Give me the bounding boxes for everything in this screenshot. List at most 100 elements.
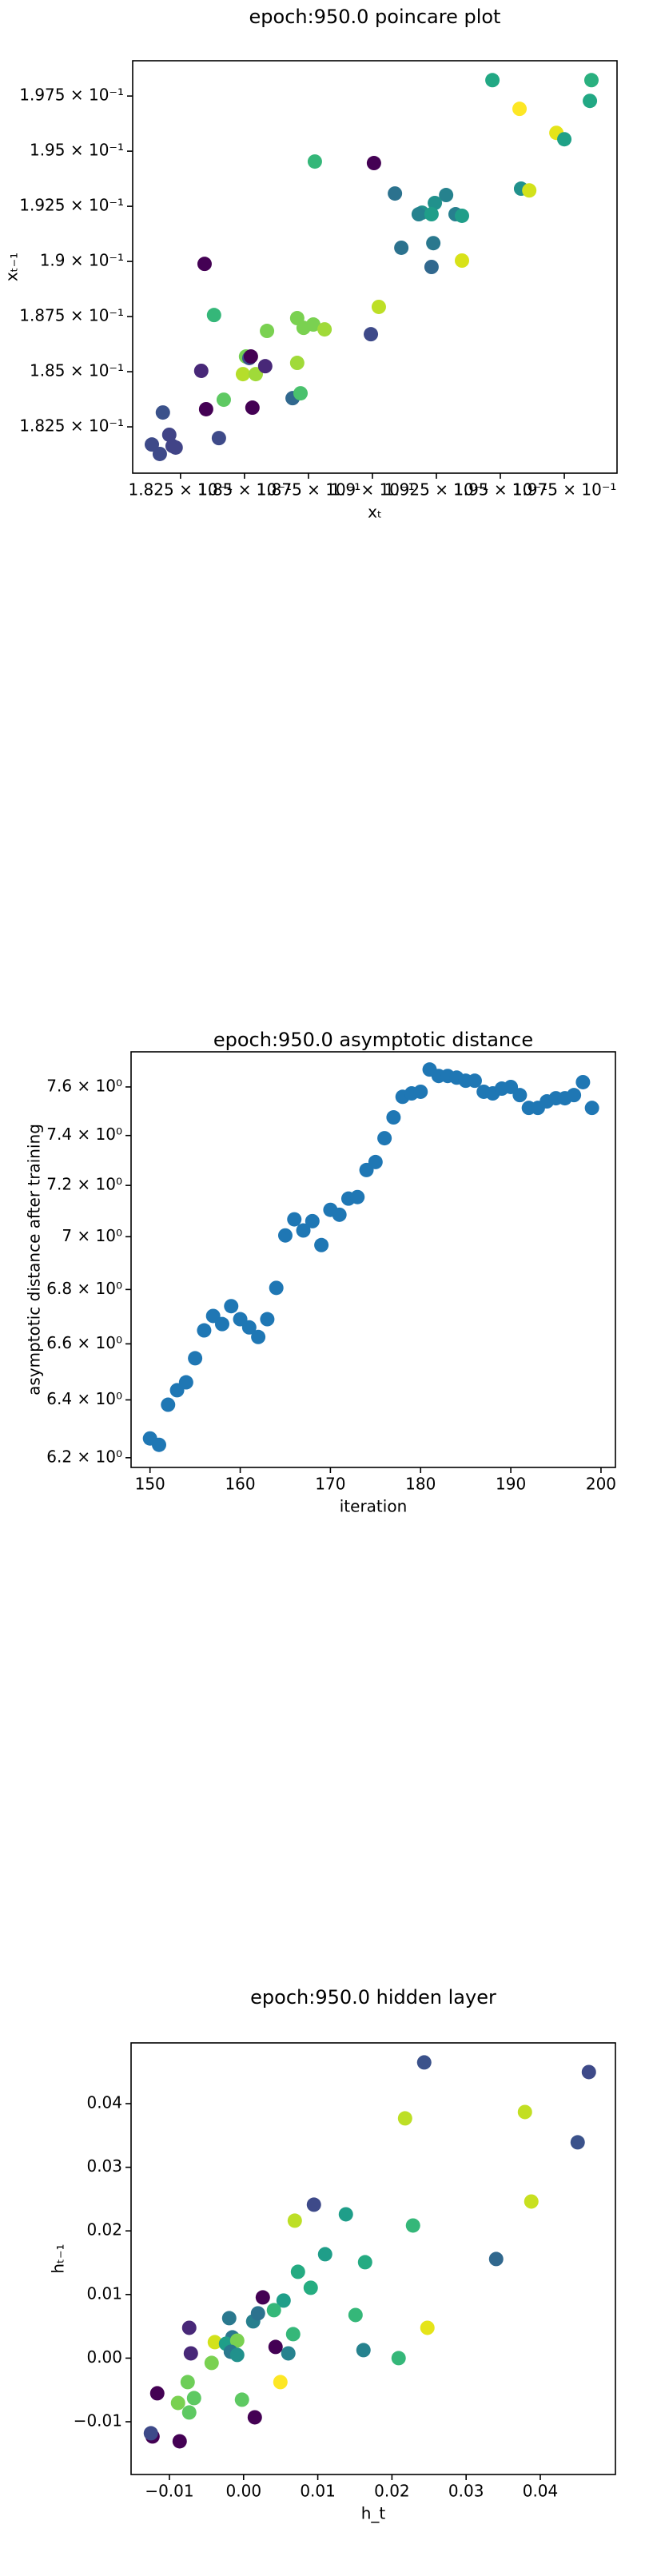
data-point xyxy=(168,440,183,455)
data-point xyxy=(206,308,221,323)
data-point xyxy=(405,2218,420,2233)
data-point xyxy=(426,236,441,251)
data-point xyxy=(197,1323,212,1338)
y-tick-label: 7.2 × 10⁰ xyxy=(46,1175,122,1194)
data-point xyxy=(269,1280,284,1296)
data-point xyxy=(235,367,250,382)
data-point xyxy=(234,2392,249,2407)
y-tick-label: −0.01 xyxy=(74,2411,122,2431)
y-tick-label: 7.6 × 10⁰ xyxy=(46,1076,122,1095)
data-point xyxy=(524,2194,539,2209)
x-tick-label: 1.95 × 10⁻¹ xyxy=(453,480,547,500)
data-point xyxy=(188,1351,203,1366)
y-tick-label: 1.975 × 10⁻¹ xyxy=(19,86,124,105)
chart-title: epoch:950.0 hidden layer xyxy=(250,1986,496,2009)
data-point xyxy=(193,363,209,378)
data-point xyxy=(314,1237,329,1252)
x-tick-label: −0.01 xyxy=(145,2482,193,2501)
data-point xyxy=(257,359,273,374)
data-point xyxy=(338,2207,353,2222)
x-tick-label: 1.825 × 10⁻¹ xyxy=(128,480,233,500)
x-tick-label: 0.02 xyxy=(374,2482,410,2501)
y-tick-label: 1.925 × 10⁻¹ xyxy=(19,196,124,215)
y-tick-label: 7 × 10⁰ xyxy=(62,1226,122,1245)
data-point xyxy=(251,1329,266,1344)
y-tick-label: 0.02 xyxy=(86,2220,122,2240)
x-tick-label: 180 xyxy=(405,1475,436,1494)
data-point xyxy=(287,2213,302,2228)
data-point xyxy=(151,1437,166,1452)
data-point xyxy=(204,2355,219,2371)
y-tick-label: 7.4 × 10⁰ xyxy=(46,1125,122,1144)
data-point xyxy=(289,356,305,371)
x-tick-label: 160 xyxy=(225,1475,255,1494)
data-point xyxy=(575,1074,591,1089)
data-point xyxy=(584,1101,599,1116)
data-point xyxy=(303,2280,318,2295)
data-point xyxy=(170,2395,185,2411)
data-point xyxy=(285,2327,301,2342)
data-point xyxy=(522,183,537,198)
data-point xyxy=(181,2405,197,2420)
data-point xyxy=(198,401,213,416)
data-point xyxy=(250,2306,265,2321)
data-point xyxy=(413,1084,428,1099)
data-point xyxy=(388,186,403,201)
data-point xyxy=(455,208,470,223)
data-point xyxy=(332,1207,347,1222)
data-point xyxy=(512,1088,528,1103)
x-tick-label: 150 xyxy=(135,1475,165,1494)
data-point xyxy=(211,431,226,446)
x-tick-label: 0.04 xyxy=(523,2482,559,2501)
data-point xyxy=(420,2320,435,2335)
x-axis-label: h_t xyxy=(361,2504,386,2523)
data-point xyxy=(455,253,470,268)
data-point xyxy=(241,1320,257,1335)
data-point xyxy=(317,322,332,337)
data-point xyxy=(183,2346,198,2361)
data-point xyxy=(306,317,321,332)
x-tick-label: 0.00 xyxy=(226,2482,262,2501)
x-tick-label: 1.975 × 10⁻¹ xyxy=(512,480,617,500)
x-axis-label: iteration xyxy=(340,1497,408,1516)
data-point xyxy=(397,2111,412,2126)
data-point xyxy=(247,2410,262,2425)
x-tick-label: 0.01 xyxy=(300,2482,336,2501)
x-tick-label: 1.925 × 10⁻¹ xyxy=(384,480,489,500)
x-tick-label: 200 xyxy=(586,1475,616,1494)
x-tick-label: 190 xyxy=(496,1475,526,1494)
y-tick-label: 1.9 × 10⁻¹ xyxy=(40,251,124,270)
data-point xyxy=(512,102,528,117)
data-point xyxy=(221,2311,237,2326)
data-point xyxy=(356,2343,371,2358)
data-point xyxy=(243,349,258,364)
data-point xyxy=(181,2320,197,2335)
data-point xyxy=(277,1228,293,1243)
data-point xyxy=(567,1088,582,1103)
y-tick-label: 6.8 × 10⁰ xyxy=(46,1279,122,1298)
x-tick-label: 1.875 × 10⁻¹ xyxy=(257,480,361,500)
y-tick-label: 6.6 × 10⁰ xyxy=(46,1333,122,1352)
data-point xyxy=(368,1154,383,1169)
chart-title: epoch:950.0 poincare plot xyxy=(249,6,501,28)
data-point xyxy=(248,367,263,382)
plot-frame xyxy=(130,1051,616,1468)
x-tick-label: 1.85 × 10⁻¹ xyxy=(197,480,292,500)
data-point xyxy=(161,427,177,442)
data-point xyxy=(307,154,322,169)
data-point xyxy=(255,2290,270,2305)
data-point xyxy=(357,2255,372,2270)
data-point xyxy=(581,2064,596,2080)
data-point xyxy=(155,405,170,420)
data-point xyxy=(416,2055,432,2070)
plot-frame xyxy=(130,2042,616,2475)
data-point xyxy=(276,2293,291,2308)
data-point xyxy=(290,2264,305,2279)
data-point xyxy=(583,73,599,88)
data-point xyxy=(145,437,160,452)
data-point xyxy=(180,2375,195,2390)
x-tick-label: 0.03 xyxy=(448,2482,484,2501)
data-point xyxy=(570,2135,585,2150)
data-point xyxy=(517,2104,532,2120)
